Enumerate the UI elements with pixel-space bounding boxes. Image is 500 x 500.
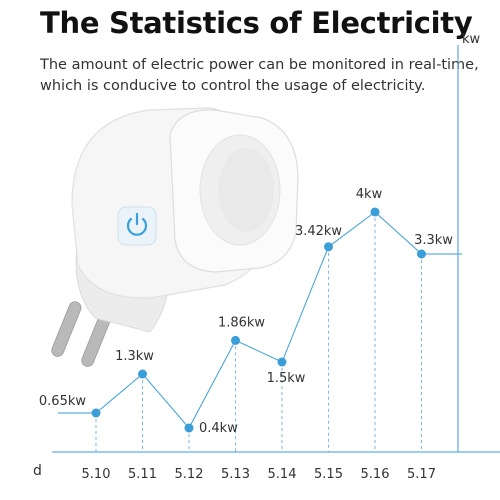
power-icon [117, 206, 157, 246]
data-point [184, 423, 194, 433]
smart-plug-image [51, 107, 299, 367]
series-line [58, 211, 462, 429]
data-label: 1.86kw [218, 315, 265, 330]
plug-pins [51, 301, 111, 367]
data-label: 0.4kw [199, 421, 238, 436]
data-point [370, 207, 380, 217]
subtitle-line-1: The amount of electric power can be moni… [40, 57, 479, 73]
data-point [417, 249, 426, 259]
x-tick-label: 5.15 [314, 467, 343, 482]
data-point [231, 335, 240, 345]
x-tick-label: 5.10 [82, 467, 111, 482]
data-point [277, 357, 287, 367]
subtitle-line-2: which is conducive to control the usage … [40, 78, 426, 94]
data-label: 1.3kw [115, 349, 154, 364]
x-tick-label: 5.11 [128, 467, 157, 482]
data-point [91, 408, 101, 418]
data-label: 3.3kw [414, 233, 453, 248]
x-tick-label: 5.13 [221, 467, 250, 482]
x-tick-label: 5.12 [175, 467, 204, 482]
page-title: The Statistics of Electricity [40, 6, 473, 40]
x-tick-label: 5.16 [361, 467, 390, 482]
x-tick-label: 5.17 [407, 467, 436, 482]
data-point [324, 242, 333, 252]
data-label: 4kw [356, 187, 383, 202]
data-label: 0.65kw [39, 394, 86, 409]
x-tick-label: 5.14 [268, 467, 297, 482]
y-axis-name: kw [462, 32, 481, 47]
page-subtitle: The amount of electric power can be moni… [40, 55, 479, 97]
data-label: 1.5kw [267, 371, 306, 386]
data-label: 3.42kw [295, 224, 342, 239]
data-point [138, 369, 147, 379]
x-axis-name: d [33, 463, 42, 479]
